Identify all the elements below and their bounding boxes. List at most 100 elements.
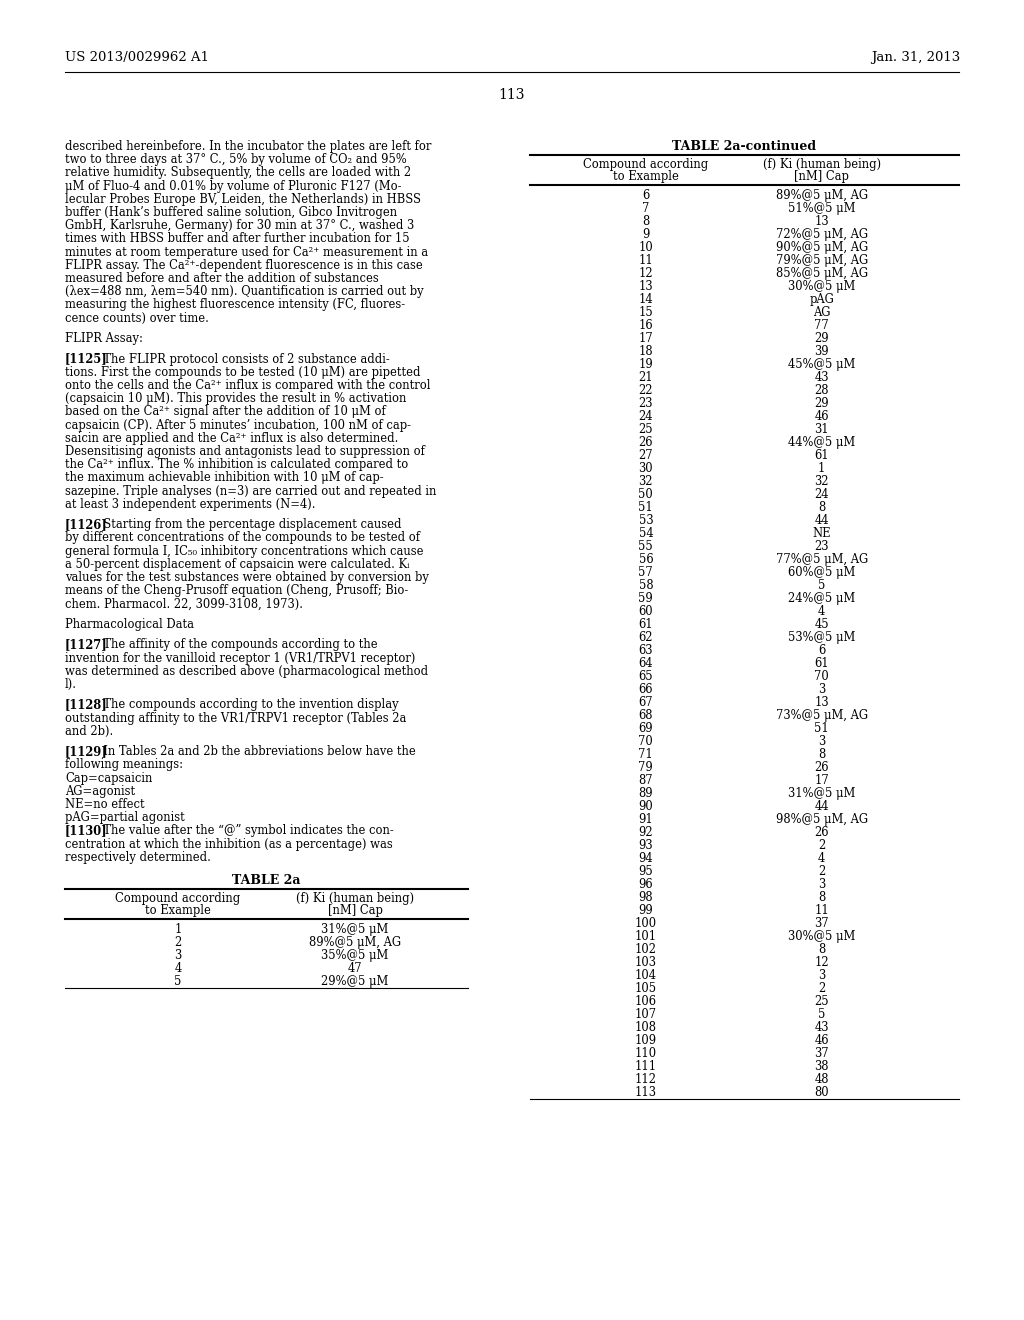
Text: 64: 64: [639, 657, 653, 671]
Text: 38: 38: [814, 1060, 829, 1073]
Text: 70: 70: [814, 671, 829, 682]
Text: Starting from the percentage displacement caused: Starting from the percentage displacemen…: [96, 519, 401, 531]
Text: 101: 101: [635, 931, 656, 942]
Text: centration at which the inhibition (as a percentage) was: centration at which the inhibition (as a…: [65, 838, 393, 850]
Text: measured before and after the addition of substances: measured before and after the addition o…: [65, 272, 379, 285]
Text: 31%@5 μM: 31%@5 μM: [788, 787, 855, 800]
Text: 6: 6: [642, 189, 649, 202]
Text: sazepine. Triple analyses (n=3) are carried out and repeated in: sazepine. Triple analyses (n=3) are carr…: [65, 484, 436, 498]
Text: 30%@5 μM: 30%@5 μM: [788, 280, 855, 293]
Text: The value after the “@” symbol indicates the con-: The value after the “@” symbol indicates…: [96, 825, 393, 837]
Text: [1128]: [1128]: [65, 698, 108, 711]
Text: 14: 14: [639, 293, 653, 306]
Text: the Ca²⁺ influx. The % inhibition is calculated compared to: the Ca²⁺ influx. The % inhibition is cal…: [65, 458, 409, 471]
Text: [1130]: [1130]: [65, 825, 108, 837]
Text: 21: 21: [639, 371, 653, 384]
Text: 45: 45: [814, 618, 829, 631]
Text: cence counts) over time.: cence counts) over time.: [65, 312, 209, 325]
Text: 46: 46: [814, 1034, 829, 1047]
Text: 24: 24: [639, 411, 653, 422]
Text: 100: 100: [635, 917, 656, 931]
Text: values for the test substances were obtained by conversion by: values for the test substances were obta…: [65, 572, 429, 583]
Text: AG=agonist: AG=agonist: [65, 785, 135, 797]
Text: following meanings:: following meanings:: [65, 759, 183, 771]
Text: 65: 65: [639, 671, 653, 682]
Text: tions. First the compounds to be tested (10 μM) are pipetted: tions. First the compounds to be tested …: [65, 366, 421, 379]
Text: 12: 12: [639, 267, 653, 280]
Text: onto the cells and the Ca²⁺ influx is compared with the control: onto the cells and the Ca²⁺ influx is co…: [65, 379, 430, 392]
Text: 107: 107: [635, 1008, 656, 1020]
Text: 2: 2: [174, 936, 181, 949]
Text: 80: 80: [814, 1086, 829, 1100]
Text: 60%@5 μM: 60%@5 μM: [788, 566, 855, 579]
Text: 55: 55: [638, 540, 653, 553]
Text: 23: 23: [814, 540, 829, 553]
Text: TABLE 2a: TABLE 2a: [232, 874, 301, 887]
Text: 95: 95: [638, 865, 653, 878]
Text: [nM] Cap: [nM] Cap: [795, 170, 849, 183]
Text: 11: 11: [638, 253, 653, 267]
Text: 85%@5 μM, AG: 85%@5 μM, AG: [775, 267, 867, 280]
Text: 3: 3: [818, 735, 825, 748]
Text: The affinity of the compounds according to the: The affinity of the compounds according …: [96, 639, 378, 651]
Text: Jan. 31, 2013: Jan. 31, 2013: [870, 51, 961, 65]
Text: 8: 8: [818, 748, 825, 762]
Text: 29: 29: [814, 333, 829, 345]
Text: 31%@5 μM: 31%@5 μM: [322, 923, 389, 936]
Text: capsaicin (CP). After 5 minutes’ incubation, 100 nM of cap-: capsaicin (CP). After 5 minutes’ incubat…: [65, 418, 411, 432]
Text: Pharmacological Data: Pharmacological Data: [65, 618, 194, 631]
Text: 60: 60: [639, 605, 653, 618]
Text: 2: 2: [818, 840, 825, 851]
Text: 44: 44: [814, 800, 829, 813]
Text: 91: 91: [638, 813, 653, 826]
Text: Desensitising agonists and antagonists lead to suppression of: Desensitising agonists and antagonists l…: [65, 445, 425, 458]
Text: 13: 13: [814, 215, 829, 228]
Text: 7: 7: [642, 202, 649, 215]
Text: 62: 62: [639, 631, 653, 644]
Text: 10: 10: [638, 242, 653, 253]
Text: 43: 43: [814, 1020, 829, 1034]
Text: US 2013/0029962 A1: US 2013/0029962 A1: [65, 51, 209, 65]
Text: 113: 113: [499, 88, 525, 102]
Text: 6: 6: [818, 644, 825, 657]
Text: saicin are applied and the Ca²⁺ influx is also determined.: saicin are applied and the Ca²⁺ influx i…: [65, 432, 398, 445]
Text: relative humidity. Subsequently, the cells are loaded with 2: relative humidity. Subsequently, the cel…: [65, 166, 411, 180]
Text: pAG=partial agonist: pAG=partial agonist: [65, 812, 184, 824]
Text: to Example: to Example: [613, 170, 679, 183]
Text: 12: 12: [814, 956, 829, 969]
Text: 30: 30: [639, 462, 653, 475]
Text: outstanding affinity to the VR1/TRPV1 receptor (Tables 2a: outstanding affinity to the VR1/TRPV1 re…: [65, 711, 407, 725]
Text: 5: 5: [818, 579, 825, 591]
Text: 53: 53: [639, 513, 653, 527]
Text: 31: 31: [814, 422, 829, 436]
Text: based on the Ca²⁺ signal after the addition of 10 μM of: based on the Ca²⁺ signal after the addit…: [65, 405, 386, 418]
Text: 5: 5: [174, 975, 181, 989]
Text: 37: 37: [814, 917, 829, 931]
Text: 30%@5 μM: 30%@5 μM: [788, 931, 855, 942]
Text: 96: 96: [639, 878, 653, 891]
Text: pAG: pAG: [809, 293, 835, 306]
Text: 44: 44: [814, 513, 829, 527]
Text: 11: 11: [814, 904, 829, 917]
Text: 57: 57: [638, 566, 653, 579]
Text: 5: 5: [818, 1008, 825, 1020]
Text: the maximum achievable inhibition with 10 μM of cap-: the maximum achievable inhibition with 1…: [65, 471, 384, 484]
Text: 89%@5 μM, AG: 89%@5 μM, AG: [309, 936, 401, 949]
Text: two to three days at 37° C., 5% by volume of CO₂ and 95%: two to three days at 37° C., 5% by volum…: [65, 153, 407, 166]
Text: 63: 63: [639, 644, 653, 657]
Text: 79%@5 μM, AG: 79%@5 μM, AG: [775, 253, 868, 267]
Text: 8: 8: [818, 891, 825, 904]
Text: 47: 47: [348, 962, 362, 975]
Text: measuring the highest fluorescence intensity (FC, fluores-: measuring the highest fluorescence inten…: [65, 298, 406, 312]
Text: 32: 32: [639, 475, 653, 488]
Text: (λex=488 nm, λem=540 nm). Quantification is carried out by: (λex=488 nm, λem=540 nm). Quantification…: [65, 285, 424, 298]
Text: 26: 26: [639, 436, 653, 449]
Text: 19: 19: [638, 358, 653, 371]
Text: 37: 37: [814, 1047, 829, 1060]
Text: Cap=capsaicin: Cap=capsaicin: [65, 772, 153, 784]
Text: 2: 2: [818, 865, 825, 878]
Text: respectively determined.: respectively determined.: [65, 851, 211, 863]
Text: 27: 27: [639, 449, 653, 462]
Text: 51: 51: [638, 502, 653, 513]
Text: (f) Ki (human being): (f) Ki (human being): [763, 158, 881, 172]
